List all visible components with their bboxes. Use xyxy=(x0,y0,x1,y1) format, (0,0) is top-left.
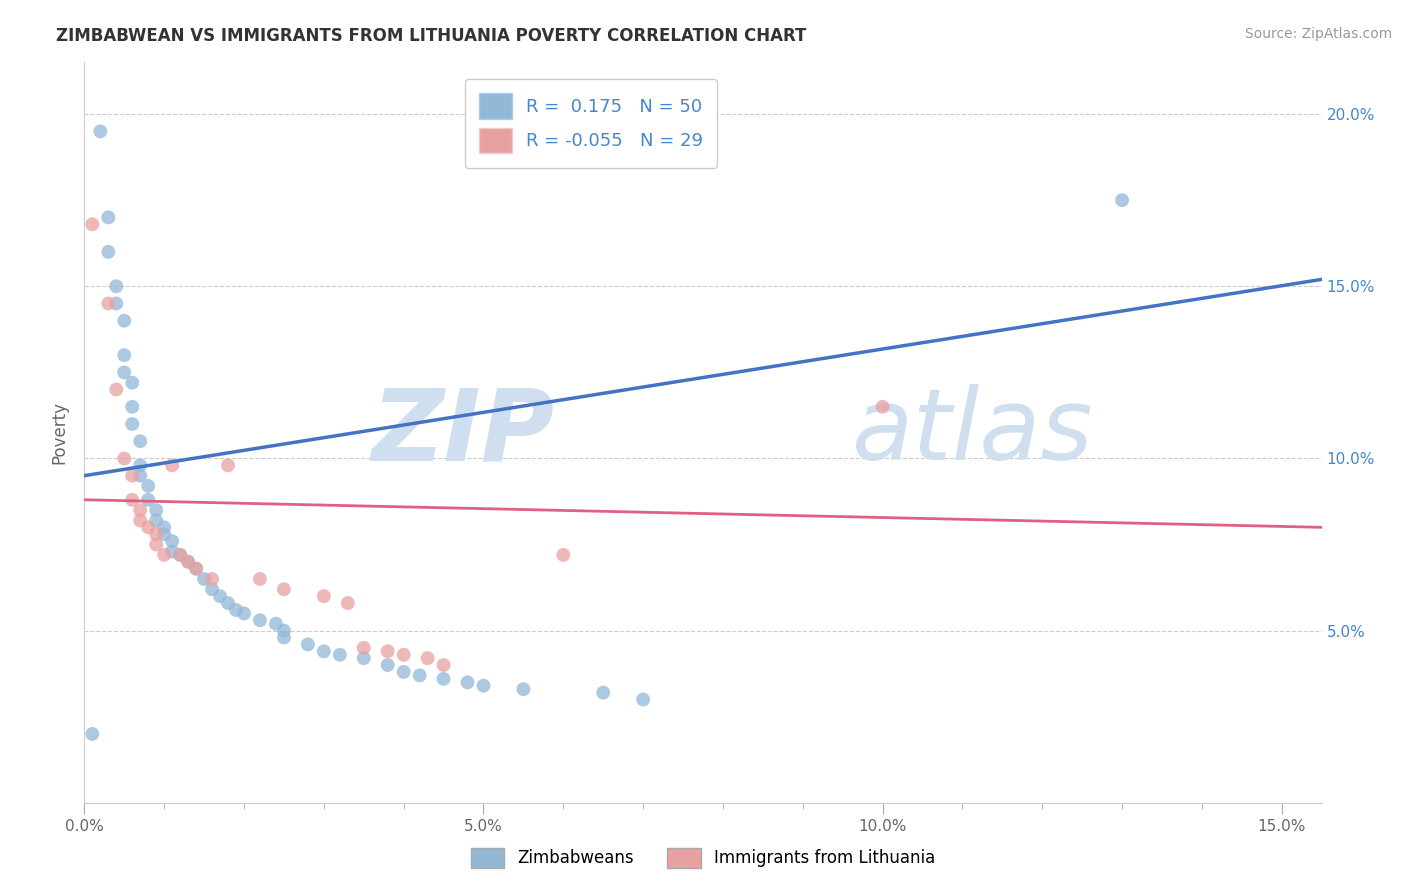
Point xyxy=(129,503,152,517)
Point xyxy=(145,527,167,541)
Point xyxy=(129,513,152,527)
Point xyxy=(408,668,430,682)
Point xyxy=(184,561,207,575)
Point xyxy=(112,348,135,362)
Point xyxy=(1111,193,1133,207)
Point xyxy=(312,589,335,603)
Point xyxy=(631,692,654,706)
Point xyxy=(233,607,256,621)
Point xyxy=(416,651,439,665)
Point xyxy=(153,548,176,562)
Point xyxy=(129,458,152,473)
Point xyxy=(329,648,352,662)
Point xyxy=(872,400,894,414)
Point xyxy=(121,400,143,414)
Point xyxy=(136,479,159,493)
Point xyxy=(201,572,224,586)
Point xyxy=(169,548,191,562)
Point xyxy=(97,296,120,310)
Point xyxy=(169,548,191,562)
Point xyxy=(105,383,128,397)
Point xyxy=(312,644,335,658)
Text: ZIMBABWEAN VS IMMIGRANTS FROM LITHUANIA POVERTY CORRELATION CHART: ZIMBABWEAN VS IMMIGRANTS FROM LITHUANIA … xyxy=(56,27,807,45)
Point xyxy=(273,631,295,645)
Point xyxy=(297,637,319,651)
Point xyxy=(432,658,454,673)
Point xyxy=(89,124,111,138)
Point xyxy=(177,555,200,569)
Point xyxy=(112,365,135,379)
Point xyxy=(153,520,176,534)
Point xyxy=(209,589,232,603)
Point xyxy=(336,596,359,610)
Point xyxy=(353,651,375,665)
Point xyxy=(193,572,215,586)
Point xyxy=(82,217,104,231)
Point xyxy=(249,613,271,627)
Point xyxy=(353,640,375,655)
Point xyxy=(512,682,534,697)
Point xyxy=(160,458,183,473)
Point xyxy=(105,279,128,293)
Text: ZIP: ZIP xyxy=(371,384,554,481)
Point xyxy=(129,434,152,449)
Point xyxy=(121,468,143,483)
Point xyxy=(82,727,104,741)
Legend: R =  0.175   N = 50, R = -0.055   N = 29: R = 0.175 N = 50, R = -0.055 N = 29 xyxy=(464,78,717,168)
Point xyxy=(249,572,271,586)
Point xyxy=(553,548,575,562)
Point xyxy=(472,679,495,693)
Point xyxy=(177,555,200,569)
Point xyxy=(160,534,183,549)
Point xyxy=(145,513,167,527)
Point xyxy=(97,244,120,259)
Point xyxy=(592,685,614,699)
Point xyxy=(432,672,454,686)
Point xyxy=(392,665,415,679)
Point xyxy=(273,582,295,597)
Point xyxy=(377,644,399,658)
Point xyxy=(112,314,135,328)
Point xyxy=(136,520,159,534)
Point xyxy=(160,544,183,558)
Point xyxy=(112,451,135,466)
Legend: Zimbabweans, Immigrants from Lithuania: Zimbabweans, Immigrants from Lithuania xyxy=(464,841,942,875)
Point xyxy=(136,492,159,507)
Point xyxy=(121,417,143,431)
Point xyxy=(105,296,128,310)
Point xyxy=(457,675,479,690)
Point xyxy=(201,582,224,597)
Text: Source: ZipAtlas.com: Source: ZipAtlas.com xyxy=(1244,27,1392,41)
Point xyxy=(392,648,415,662)
Point xyxy=(184,561,207,575)
Point xyxy=(97,211,120,225)
Point xyxy=(121,376,143,390)
Point xyxy=(217,596,239,610)
Y-axis label: Poverty: Poverty xyxy=(51,401,69,464)
Point xyxy=(217,458,239,473)
Point xyxy=(121,492,143,507)
Point xyxy=(225,603,247,617)
Point xyxy=(377,658,399,673)
Point xyxy=(273,624,295,638)
Point xyxy=(264,616,287,631)
Point xyxy=(129,468,152,483)
Point xyxy=(145,503,167,517)
Text: atlas: atlas xyxy=(852,384,1092,481)
Point xyxy=(145,537,167,551)
Point xyxy=(153,527,176,541)
